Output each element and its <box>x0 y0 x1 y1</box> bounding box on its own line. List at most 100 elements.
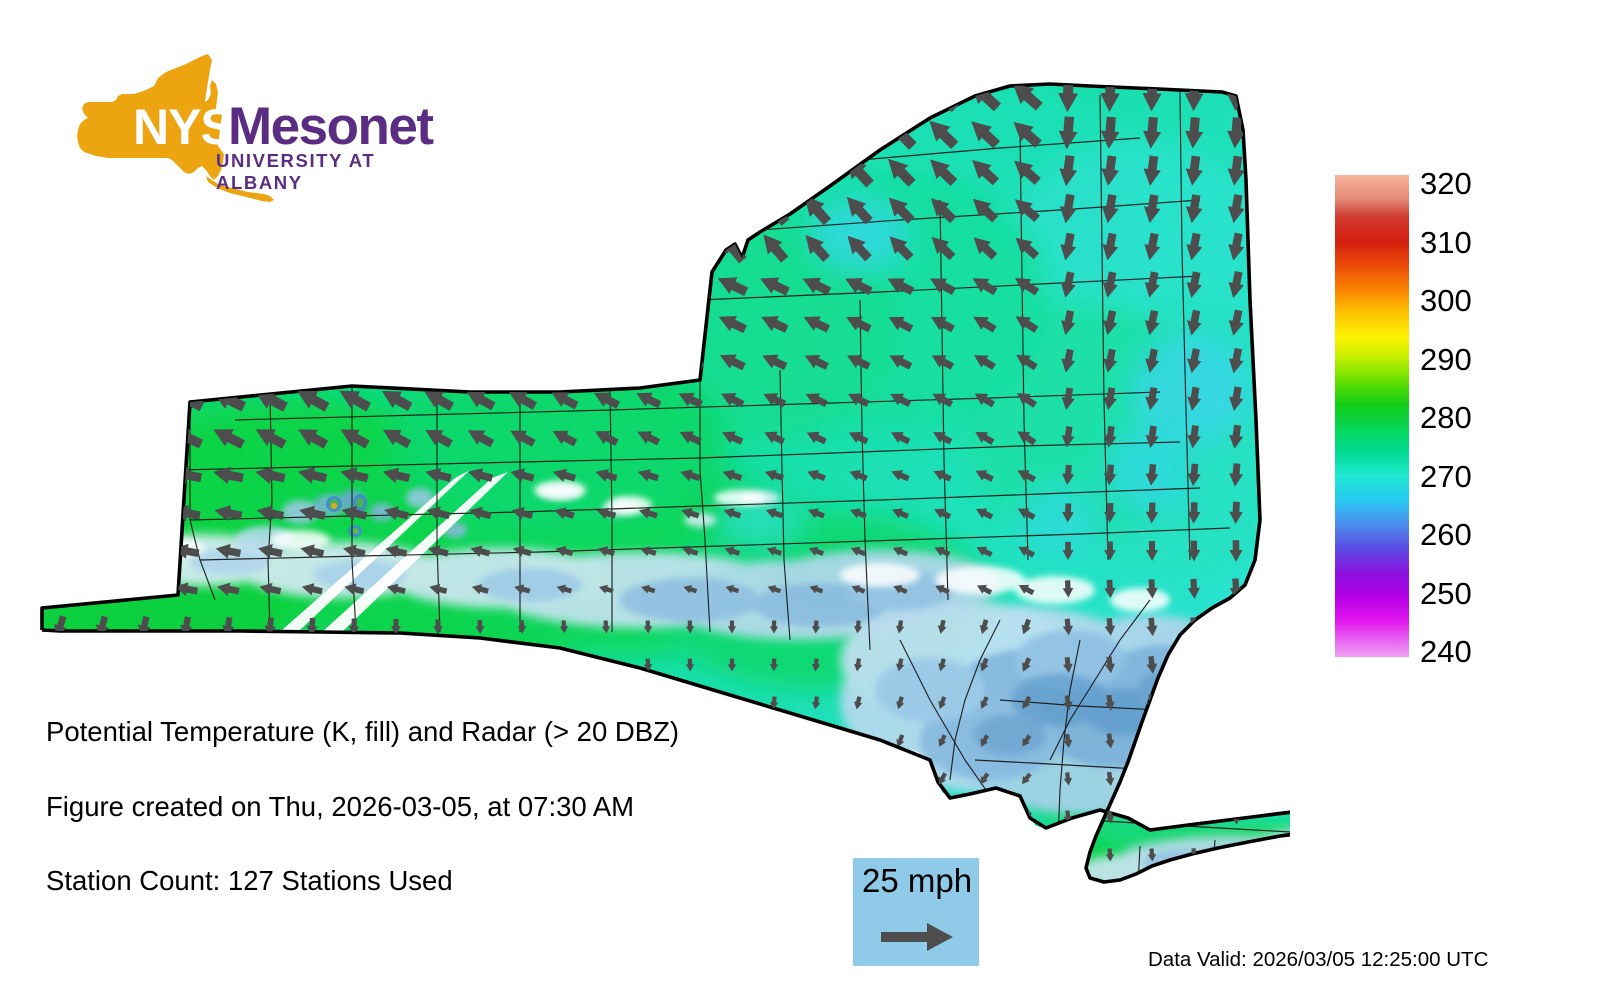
wind-arrow-icon <box>255 429 287 449</box>
wind-arrow-icon <box>128 466 160 485</box>
wind-arrow-icon <box>43 390 78 409</box>
wind-arrow-icon <box>54 654 67 675</box>
nys-mesonet-logo: NYS Mesonet UNIVERSITY AT ALBANY <box>58 50 434 210</box>
station-count-text: Station Count: 127 Stations Used <box>46 865 453 896</box>
wind-arrow-icon <box>1187 578 1201 600</box>
colorbar-tick-320: 320 <box>1420 166 1472 201</box>
wind-arrow-icon <box>1103 348 1118 373</box>
wind-arrow-icon <box>517 696 527 710</box>
wind-arrow-icon <box>340 84 373 114</box>
colorbar-tick-310: 310 <box>1420 224 1472 260</box>
wind-arrow-icon <box>1059 193 1077 224</box>
wind-arrow-icon <box>340 467 369 484</box>
wind-arrow-icon <box>1147 771 1157 787</box>
ny-weather-map[interactable] <box>0 0 1290 950</box>
wind-arrow-icon <box>1232 886 1241 899</box>
wind-arrow-icon <box>1014 277 1040 296</box>
wind-arrow-icon <box>297 195 331 227</box>
wind-arrow-icon <box>1105 810 1115 824</box>
wind-arrow-icon <box>973 355 996 370</box>
wind-arrow-icon <box>551 155 581 191</box>
wind-arrow-icon <box>1021 848 1033 860</box>
wind-arrow-icon <box>428 545 449 558</box>
wind-arrow-icon <box>1015 237 1040 260</box>
wind-arrow-icon <box>1059 155 1078 187</box>
wind-arrow-icon <box>1105 771 1115 787</box>
wind-arrow-icon <box>1143 155 1161 186</box>
wind-arrow-icon <box>643 658 653 672</box>
wind-arrow-icon <box>306 617 318 636</box>
wind-arrow-icon <box>887 158 916 187</box>
map-canvas[interactable] <box>0 0 1290 950</box>
wind-arrow-icon <box>550 353 580 373</box>
wind-arrow-icon <box>382 194 414 228</box>
wind-arrow-icon <box>1228 347 1244 374</box>
wind-arrow-icon <box>1017 508 1036 520</box>
wind-arrow-icon <box>421 313 457 337</box>
wind-arrow-icon <box>509 117 539 153</box>
wind-arrow-icon <box>297 84 331 113</box>
wind-arrow-icon <box>299 505 326 521</box>
wind-arrow-icon <box>132 582 157 597</box>
wind-arrow-icon <box>803 316 830 333</box>
wind-arrow-icon <box>593 155 623 191</box>
wind-arrow-icon <box>1018 886 1033 901</box>
wind-arrow-icon <box>126 313 165 336</box>
wind-arrow-icon <box>590 276 625 298</box>
wind-arrow-icon <box>722 431 744 445</box>
wind-arrow-icon <box>559 696 569 710</box>
wind-arrow-icon <box>635 117 665 153</box>
wind-arrow-icon <box>595 468 618 482</box>
wind-arrow-icon <box>465 352 497 374</box>
wind-arrow-icon <box>1105 848 1115 862</box>
wind-arrow-icon <box>1144 309 1160 336</box>
wind-arrow-icon <box>1146 732 1157 749</box>
wind-arrow-icon <box>1230 693 1242 713</box>
wind-arrow-icon <box>1018 546 1035 558</box>
colorbar-tick-240: 240 <box>1420 634 1472 669</box>
wind-arrow-icon <box>42 313 80 334</box>
wind-arrow-icon <box>811 658 821 672</box>
wind-arrow-icon <box>169 159 206 188</box>
wind-arrow-icon <box>254 84 289 113</box>
wind-arrow-icon <box>769 620 779 634</box>
wind-arrow-icon <box>1190 886 1199 899</box>
wind-arrow-icon <box>1145 387 1160 411</box>
wind-arrow-icon <box>1022 734 1032 747</box>
wind-arrow-icon <box>811 696 821 710</box>
wind-arrow-icon <box>845 278 873 296</box>
wind-arrow-icon <box>214 505 243 522</box>
wind-arrow-icon <box>552 430 578 447</box>
wind-arrow-icon <box>128 428 162 448</box>
wind-arrow-icon <box>933 432 953 445</box>
wind-arrow-icon <box>975 508 994 520</box>
wind-arrow-icon <box>601 696 611 710</box>
figure-created-text: Figure created on Thu, 2026-03-05, at 07… <box>46 790 635 822</box>
wind-arrow-icon <box>1187 425 1201 449</box>
logo-nys-text: NYS <box>133 99 234 155</box>
wind-arrow-icon <box>640 546 657 557</box>
wind-arrow-icon <box>344 583 365 596</box>
wind-arrow-icon <box>86 428 120 448</box>
wind-arrow-icon <box>1062 580 1074 598</box>
wind-arrow-icon <box>802 84 834 114</box>
wind-arrow-icon <box>593 117 623 153</box>
wind-arrow-icon <box>846 316 872 333</box>
wind-arrow-icon <box>973 237 998 260</box>
wind-arrow-icon <box>974 393 996 408</box>
wind-arrow-icon <box>1018 584 1035 596</box>
wind-arrow-icon <box>1022 657 1032 672</box>
wind-arrow-icon <box>425 429 453 448</box>
wind-arrow-icon <box>254 195 289 227</box>
wind-arrow-icon <box>934 508 952 520</box>
wind-arrow-icon <box>467 117 498 153</box>
wind-arrow-icon <box>552 231 581 266</box>
wind-arrow-icon <box>1106 886 1115 899</box>
wind-arrow-icon <box>258 544 283 559</box>
wind-arrow-icon <box>980 734 989 747</box>
wind-arrow-icon <box>804 196 832 226</box>
wind-arrow-icon <box>126 236 165 263</box>
wind-arrow-icon <box>930 278 956 295</box>
wind-arrow-icon <box>761 156 791 190</box>
wind-arrow-icon <box>425 467 452 483</box>
